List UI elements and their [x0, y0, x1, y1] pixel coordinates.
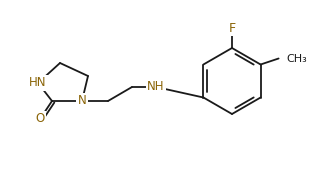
Text: F: F [229, 22, 236, 35]
Text: NH: NH [147, 81, 165, 94]
Text: N: N [78, 95, 86, 108]
Text: O: O [36, 113, 45, 126]
Text: CH₃: CH₃ [287, 54, 307, 63]
Text: HN: HN [29, 76, 47, 89]
